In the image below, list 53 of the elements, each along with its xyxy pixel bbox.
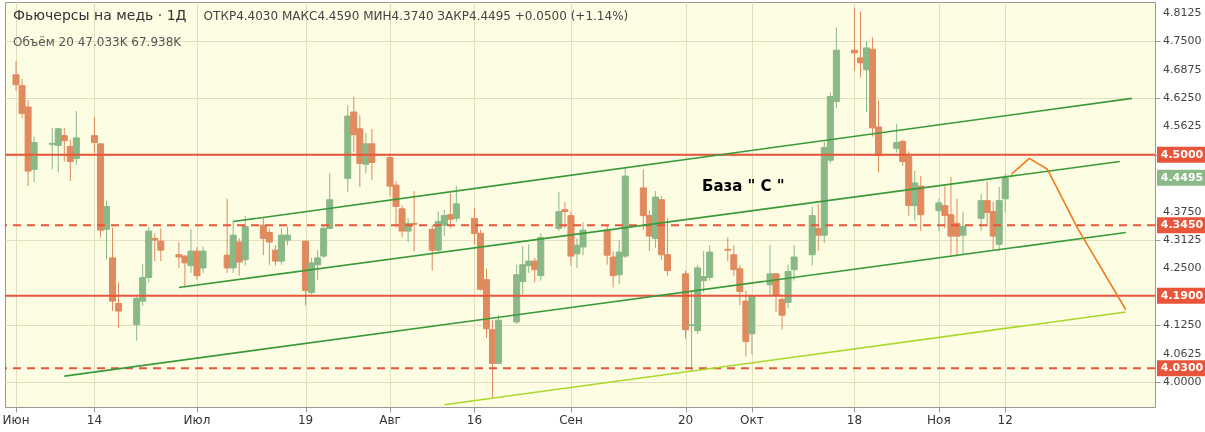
x-tick-label: 19 <box>297 413 314 427</box>
line-series <box>1010 157 1127 311</box>
candlestick <box>531 257 539 283</box>
candlestick <box>72 110 80 166</box>
candlestick <box>199 246 207 274</box>
candlestick <box>959 211 967 256</box>
annotation: База " C " <box>701 177 785 196</box>
text: Объём 20 47.033K 67.938K <box>13 35 183 49</box>
candlestick <box>60 127 68 163</box>
candlestick <box>778 296 786 331</box>
candlestick <box>223 198 231 274</box>
y-tick-label: 4.5625 <box>1163 119 1202 133</box>
x-tick-label: Сен <box>559 413 583 427</box>
y-tick-label: 4.8125 <box>1163 5 1202 19</box>
x-tick-label: Ноя <box>927 413 951 427</box>
y-tick-label: 4.3750 <box>1163 204 1202 218</box>
candlestick <box>175 241 183 269</box>
x-tick-label: Июн <box>2 413 30 427</box>
candlestick <box>235 237 243 277</box>
candlestick <box>410 190 418 252</box>
ref-line-label: 4.3450 <box>1160 218 1204 232</box>
candlestick <box>935 198 943 232</box>
annotation: ОТКР4.4030 МАКС4.4590 МИН4.3740 ЗАКР4.4495 +0.0500 (+1.14%) <box>203 9 629 23</box>
candlestick <box>446 192 454 229</box>
x-tick-label: Июл <box>183 413 211 427</box>
text: 4.4495 <box>1160 170 1204 184</box>
candlestick <box>452 185 460 223</box>
candlestick <box>368 128 376 181</box>
x-tick-label: Авг <box>379 413 401 427</box>
candlestick <box>103 200 111 261</box>
candlestick <box>856 11 864 78</box>
ref-line-label: 4.5000 <box>1160 147 1204 161</box>
ref-line-label: 4.0300 <box>1160 361 1204 375</box>
y-tick-label: 4.2500 <box>1163 261 1202 275</box>
x-tick-label: 20 <box>677 413 694 427</box>
x-tick-label: 18 <box>846 413 863 427</box>
chart-title: Фьючерсы на медь · 1Д <box>13 7 187 23</box>
x-tick-label: 12 <box>997 413 1013 427</box>
ref-line-label: 4.1900 <box>1160 288 1204 302</box>
y-tick-label: 4.1250 <box>1163 318 1202 332</box>
candlestick <box>555 191 563 232</box>
y-tick-label: 4.7500 <box>1163 34 1202 48</box>
x-tick-label: Окт <box>740 413 764 427</box>
y-tick-label: 4.3125 <box>1163 232 1202 246</box>
y-tick-label: 4.0625 <box>1163 346 1202 360</box>
y-tick-label: 4.6250 <box>1163 90 1202 104</box>
x-tick-label: 14 <box>86 413 103 427</box>
x-tick-label: 16 <box>466 413 483 427</box>
candlestick <box>724 236 732 262</box>
y-tick-label: 4.6875 <box>1163 62 1202 76</box>
candlestick <box>850 7 858 72</box>
y-tick-label: 4.0000 <box>1163 375 1202 388</box>
candlestick <box>977 193 985 232</box>
